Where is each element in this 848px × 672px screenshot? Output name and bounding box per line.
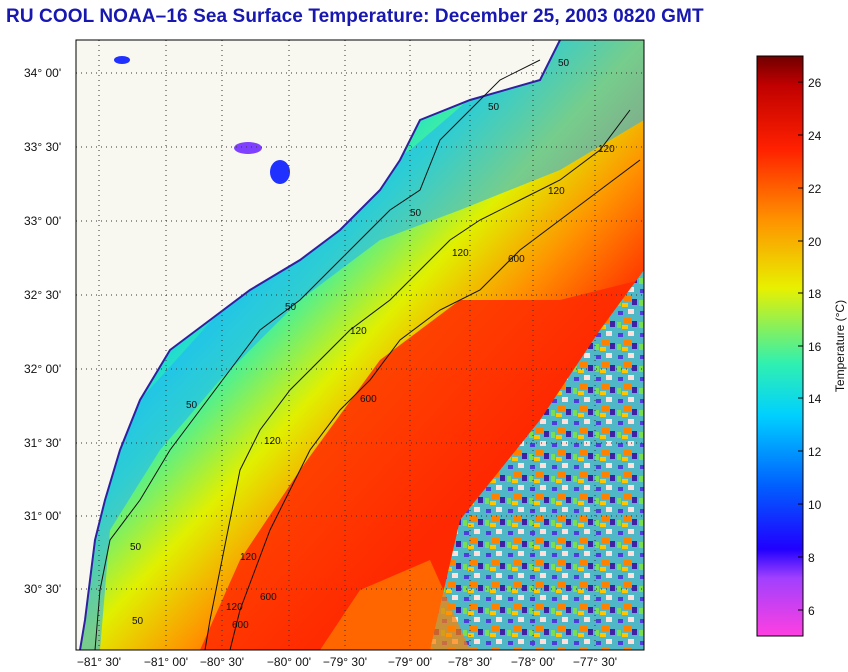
lat-tick-label: 31° 30' bbox=[24, 436, 61, 450]
inland-lake bbox=[270, 160, 290, 184]
contour-label-120: 120 bbox=[452, 248, 469, 259]
contour-label-50: 50 bbox=[285, 302, 297, 313]
contour-600 bbox=[229, 159, 641, 650]
contour-label-120: 120 bbox=[226, 602, 243, 613]
contour-120 bbox=[204, 109, 631, 650]
contour-label-50: 50 bbox=[558, 58, 570, 69]
lon-tick-label: −78° 30' bbox=[448, 655, 492, 669]
lat-tick-label: 33° 00' bbox=[24, 214, 61, 228]
colorbar-tick-label: 18 bbox=[808, 287, 822, 301]
lat-tick-label: 31° 00' bbox=[24, 509, 61, 523]
colorbar-tick-label: 14 bbox=[808, 392, 822, 406]
contour-label-600: 600 bbox=[232, 620, 249, 631]
lat-tick-label: 32° 30' bbox=[24, 288, 61, 302]
colorbar-tick-label: 20 bbox=[808, 235, 822, 249]
graticule bbox=[76, 40, 644, 650]
colorbar: 26 24 22 20 18 16 14 12 10 8 6 Temperatu… bbox=[756, 55, 847, 637]
map-title: RU COOL NOAA–16 Sea Surface Temperature:… bbox=[6, 6, 704, 27]
lon-tick-label: −80° 00' bbox=[267, 655, 311, 669]
contour-label-50: 50 bbox=[488, 102, 500, 113]
lon-axis: −81° 30' −81° 00' −80° 30' −80° 00' −79°… bbox=[77, 655, 617, 669]
colorbar-tick-label: 22 bbox=[808, 182, 822, 196]
lat-tick-label: 33° 30' bbox=[24, 140, 61, 154]
land bbox=[76, 40, 560, 650]
sst-field bbox=[76, 40, 644, 650]
lat-tick-label: 34° 00' bbox=[24, 66, 61, 80]
lon-tick-label: −81° 00' bbox=[144, 655, 188, 669]
colorbar-tick-label: 24 bbox=[808, 129, 822, 143]
colorbar-ramp bbox=[756, 55, 804, 637]
contour-label-600: 600 bbox=[508, 254, 525, 265]
contour-label-50: 50 bbox=[186, 400, 198, 411]
contour-label-50: 50 bbox=[130, 542, 142, 553]
lon-tick-label: −77° 30' bbox=[573, 655, 617, 669]
bathymetry-contours bbox=[94, 59, 641, 650]
lon-tick-label: −79° 30' bbox=[323, 655, 367, 669]
colorbar-tick-label: 16 bbox=[808, 340, 822, 354]
lon-tick-label: −79° 00' bbox=[388, 655, 432, 669]
colorbar-tick-label: 6 bbox=[808, 604, 815, 618]
inland-lake bbox=[234, 142, 262, 154]
lon-tick-label: −81° 30' bbox=[77, 655, 121, 669]
colorbar-tick-label: 26 bbox=[808, 76, 822, 90]
colorbar-tick-label: 10 bbox=[808, 498, 822, 512]
contour-label-120: 120 bbox=[240, 552, 257, 563]
colorbar-tick-label: 12 bbox=[808, 445, 822, 459]
contour-label-120: 120 bbox=[350, 326, 367, 337]
contour-label-120: 120 bbox=[264, 436, 281, 447]
colorbar-tick-label: 8 bbox=[808, 551, 815, 565]
contour-label-50: 50 bbox=[132, 616, 144, 627]
map-frame bbox=[75, 39, 645, 651]
lon-tick-label: −80° 30' bbox=[200, 655, 244, 669]
lon-tick-label: −78° 00' bbox=[511, 655, 555, 669]
lat-tick-label: 32° 00' bbox=[24, 362, 61, 376]
contour-50 bbox=[94, 59, 541, 650]
contour-label-120: 120 bbox=[598, 144, 615, 155]
lat-tick-label: 30° 30' bbox=[24, 582, 61, 596]
contour-label-120: 120 bbox=[548, 186, 565, 197]
contour-label-50: 50 bbox=[410, 208, 422, 219]
contour-label-600: 600 bbox=[260, 592, 277, 603]
lat-axis: 34° 00' 33° 30' 33° 00' 32° 30' 32° 00' … bbox=[24, 66, 61, 596]
inland-lake bbox=[114, 56, 130, 64]
contour-label-600: 600 bbox=[360, 394, 377, 405]
colorbar-axis-label: Temperature (°C) bbox=[833, 300, 847, 392]
coastline bbox=[79, 40, 561, 650]
